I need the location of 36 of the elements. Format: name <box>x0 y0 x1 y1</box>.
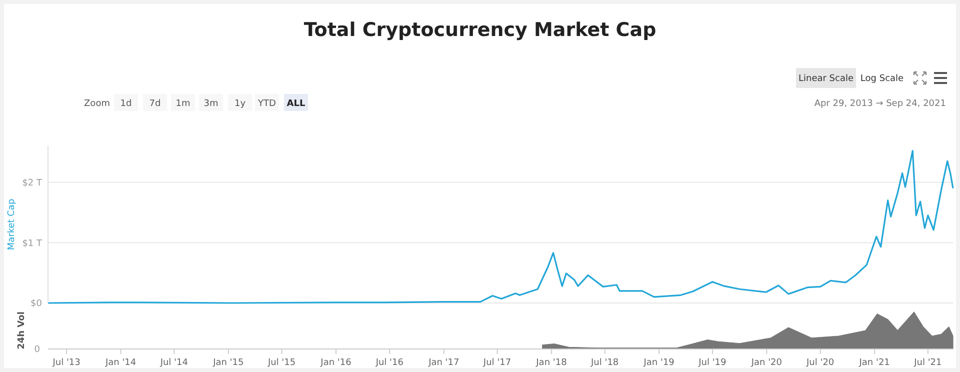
y-tick-label: $0 <box>30 299 42 310</box>
x-tick-label: Jul '19 <box>698 358 727 368</box>
y-axis-title: Market Cap <box>7 198 17 250</box>
text: 1d <box>120 99 132 109</box>
x-tick-label: Jul '17 <box>482 358 512 368</box>
x-tick-label: Jul '21 <box>913 358 942 368</box>
x-tick-label: Jan '17 <box>428 358 460 368</box>
y-tick-label: $2 T <box>22 178 42 188</box>
text: Zoom <box>84 99 110 109</box>
x-tick-label: Jul '20 <box>806 358 834 368</box>
x-tick-label: Jul '16 <box>374 358 404 368</box>
text: 7d <box>149 99 161 109</box>
x-tick-label: Jan '16 <box>320 358 352 368</box>
x-tick-label: Jan '18 <box>535 358 568 368</box>
y-tick-label: $1 T <box>22 238 42 249</box>
text: ALL <box>286 99 306 109</box>
text: Log Scale <box>860 74 904 84</box>
line-series <box>47 150 954 304</box>
x-tick-label: Jul '14 <box>159 358 188 368</box>
text: 0 <box>34 345 40 356</box>
x-tick-label: Jul '18 <box>590 358 619 368</box>
text: 3m <box>204 99 218 109</box>
x-tick-label: Jan '14 <box>104 358 136 368</box>
y-axis-title: 24h Vol <box>17 312 27 350</box>
x-tick-label: Jan '21 <box>858 358 890 368</box>
x-tick-label: Jan '20 <box>750 358 782 368</box>
text: 1y <box>234 99 246 109</box>
text: Linear Scale <box>798 74 854 84</box>
x-tick-label: Jan '15 <box>212 358 244 368</box>
x-tick-label: Jul '15 <box>266 358 296 368</box>
text: Apr 29, 2013 → Sep 24, 2021 <box>814 99 946 109</box>
x-tick-label: Jul '13 <box>52 358 80 368</box>
text: YTD <box>257 99 276 109</box>
chart-title: Total Cryptocurrency Market Cap <box>304 19 656 41</box>
text: 1m <box>176 99 190 109</box>
x-tick-label: Jan '19 <box>642 358 675 368</box>
